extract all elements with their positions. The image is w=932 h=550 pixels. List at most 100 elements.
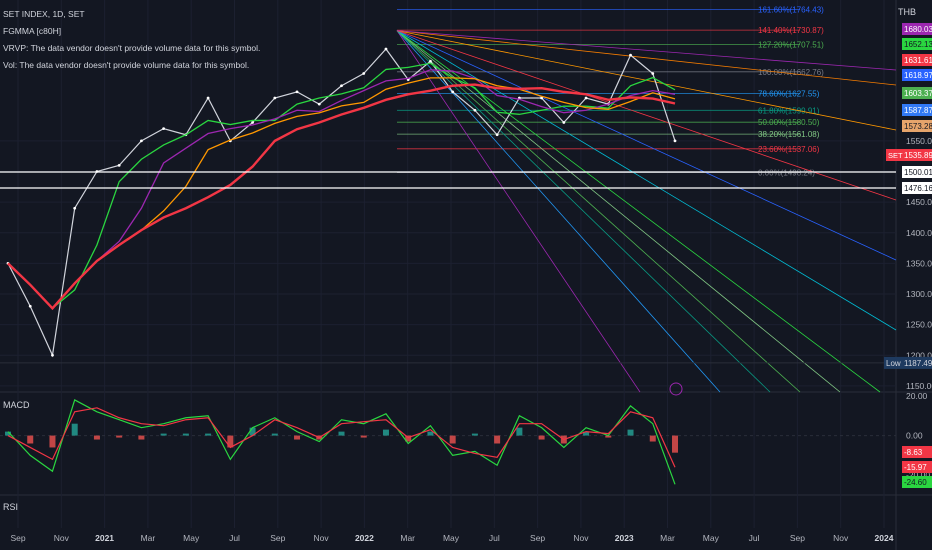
macd-value-badge-text: -15.97 [904,463,927,472]
price-point [73,206,77,210]
fan-ray [396,30,841,393]
fan-ray [396,30,897,71]
macd-pane-title[interactable]: MACD [3,400,30,410]
y-tick-label: 1200.00 [906,350,932,360]
price-point [28,304,32,308]
x-tick-label: Mar [400,533,415,543]
price-point [651,72,655,75]
macd-line [7,399,676,485]
macd-histogram-bar [49,435,56,448]
x-tick-label: 2023 [615,533,634,543]
macd-histogram-bar [360,435,367,438]
price-badge-value: 1652.13 [904,40,932,49]
fib-level-label: 61.80%(1599.91) [758,106,820,115]
macd-histogram-bar [516,427,523,436]
price-point [362,72,366,75]
price-badge-value: 1573.28 [904,122,932,131]
macd-histogram-bar [27,435,34,444]
low-badge [884,356,932,369]
fan-ray [396,30,771,393]
macd-histogram-bar [249,427,256,436]
price-point [251,121,254,124]
y-tick-label: 1550.00 [906,136,932,146]
fan-ray [396,30,897,261]
macd-histogram-bar [182,433,189,436]
fib-level-label: 127.20%(1707.51) [758,40,824,49]
price-badge-value: 1476.16 [904,184,932,193]
rsi-pane-title[interactable]: RSI [3,502,19,512]
price-point [117,163,121,167]
price-badge-value: 1535.89 [904,151,932,160]
price-point [51,353,54,357]
price-badge [902,182,932,194]
macd-histogram-bar [227,435,234,448]
fan-ray [396,30,897,86]
macd-y-tick-label: -20.00 [906,470,930,480]
price-badge-value: 1618.97 [904,71,932,80]
price-point [473,108,477,112]
y-tick-label: 1300.00 [906,289,932,299]
vrvp-legend[interactable]: VRVP: The data vendor doesn't provide vo… [3,43,261,53]
volume-legend[interactable]: Vol: The data vendor doesn't provide vol… [3,60,250,70]
macd-histogram-bar [160,433,167,436]
price-point [340,84,343,88]
x-tick-label: Mar [660,533,675,543]
macd-histogram-bar [494,435,501,444]
symbol-tag [886,149,902,161]
macd-histogram-bar [583,431,590,436]
price-badge [902,69,932,81]
price-point [673,139,677,143]
x-tick-label: May [703,533,720,543]
price-point [540,96,543,100]
macd-histogram-bar [627,429,634,436]
price-badge [902,38,932,50]
macd-histogram-bar [205,433,212,436]
moving-average-line [7,62,676,310]
price-point [317,102,321,106]
macd-value-badge-text: -8.63 [904,448,923,457]
fib-level-label: 161.60%(1764.43) [758,6,824,15]
macd-histogram-bar [405,435,412,442]
price-badge-value: 1587.87 [904,106,932,115]
price-point [273,96,277,100]
y-tick-label: 1400.00 [906,228,932,238]
macd-histogram-bar [427,431,434,436]
fan-ray [396,30,721,393]
x-tick-label: Sep [790,533,805,543]
fan-ray [396,30,641,393]
symbol-legend[interactable]: SET INDEX, 1D, SET [3,9,85,19]
price-point [295,90,299,94]
symbol-tag-label: SET [888,151,903,160]
x-tick-label: Nov [54,533,70,543]
fib-level-label: 50.00%(1580.50) [758,118,820,127]
low-badge-value: 1187.49 [904,359,932,368]
fgmma-legend[interactable]: FGMMA [c80H] [3,26,62,36]
macd-histogram-bar [382,429,389,436]
macd-histogram-bar [5,431,11,436]
x-tick-label: Jul [489,533,500,543]
x-tick-label: 2021 [95,533,114,543]
macd-y-tick-label: 20.00 [906,391,928,401]
macd-value-badge [902,446,932,458]
x-tick-label: May [183,533,200,543]
x-tick-label: Nov [314,533,330,543]
fib-level-label: 38.20%(1561.08) [758,130,820,139]
price-badge [902,23,932,35]
price-badge [902,54,932,66]
fan-ray [396,30,801,393]
price-badge [902,166,932,178]
price-badge [902,149,932,161]
price-point [429,59,432,63]
macd-histogram-bar [538,435,545,440]
moving-average-line [7,83,676,311]
price-badge-value: 1631.61 [904,56,932,65]
fib-level-label: 78.60%(1627.55) [758,89,820,98]
price-badge-value: 1680.03 [904,25,932,34]
price-point [206,96,210,100]
price-badge [902,104,932,116]
signal-line [7,407,676,468]
price-badge-value: 1603.37 [904,89,932,98]
x-tick-label: 2022 [355,533,374,543]
macd-y-tick-label: 0.00 [906,431,923,441]
